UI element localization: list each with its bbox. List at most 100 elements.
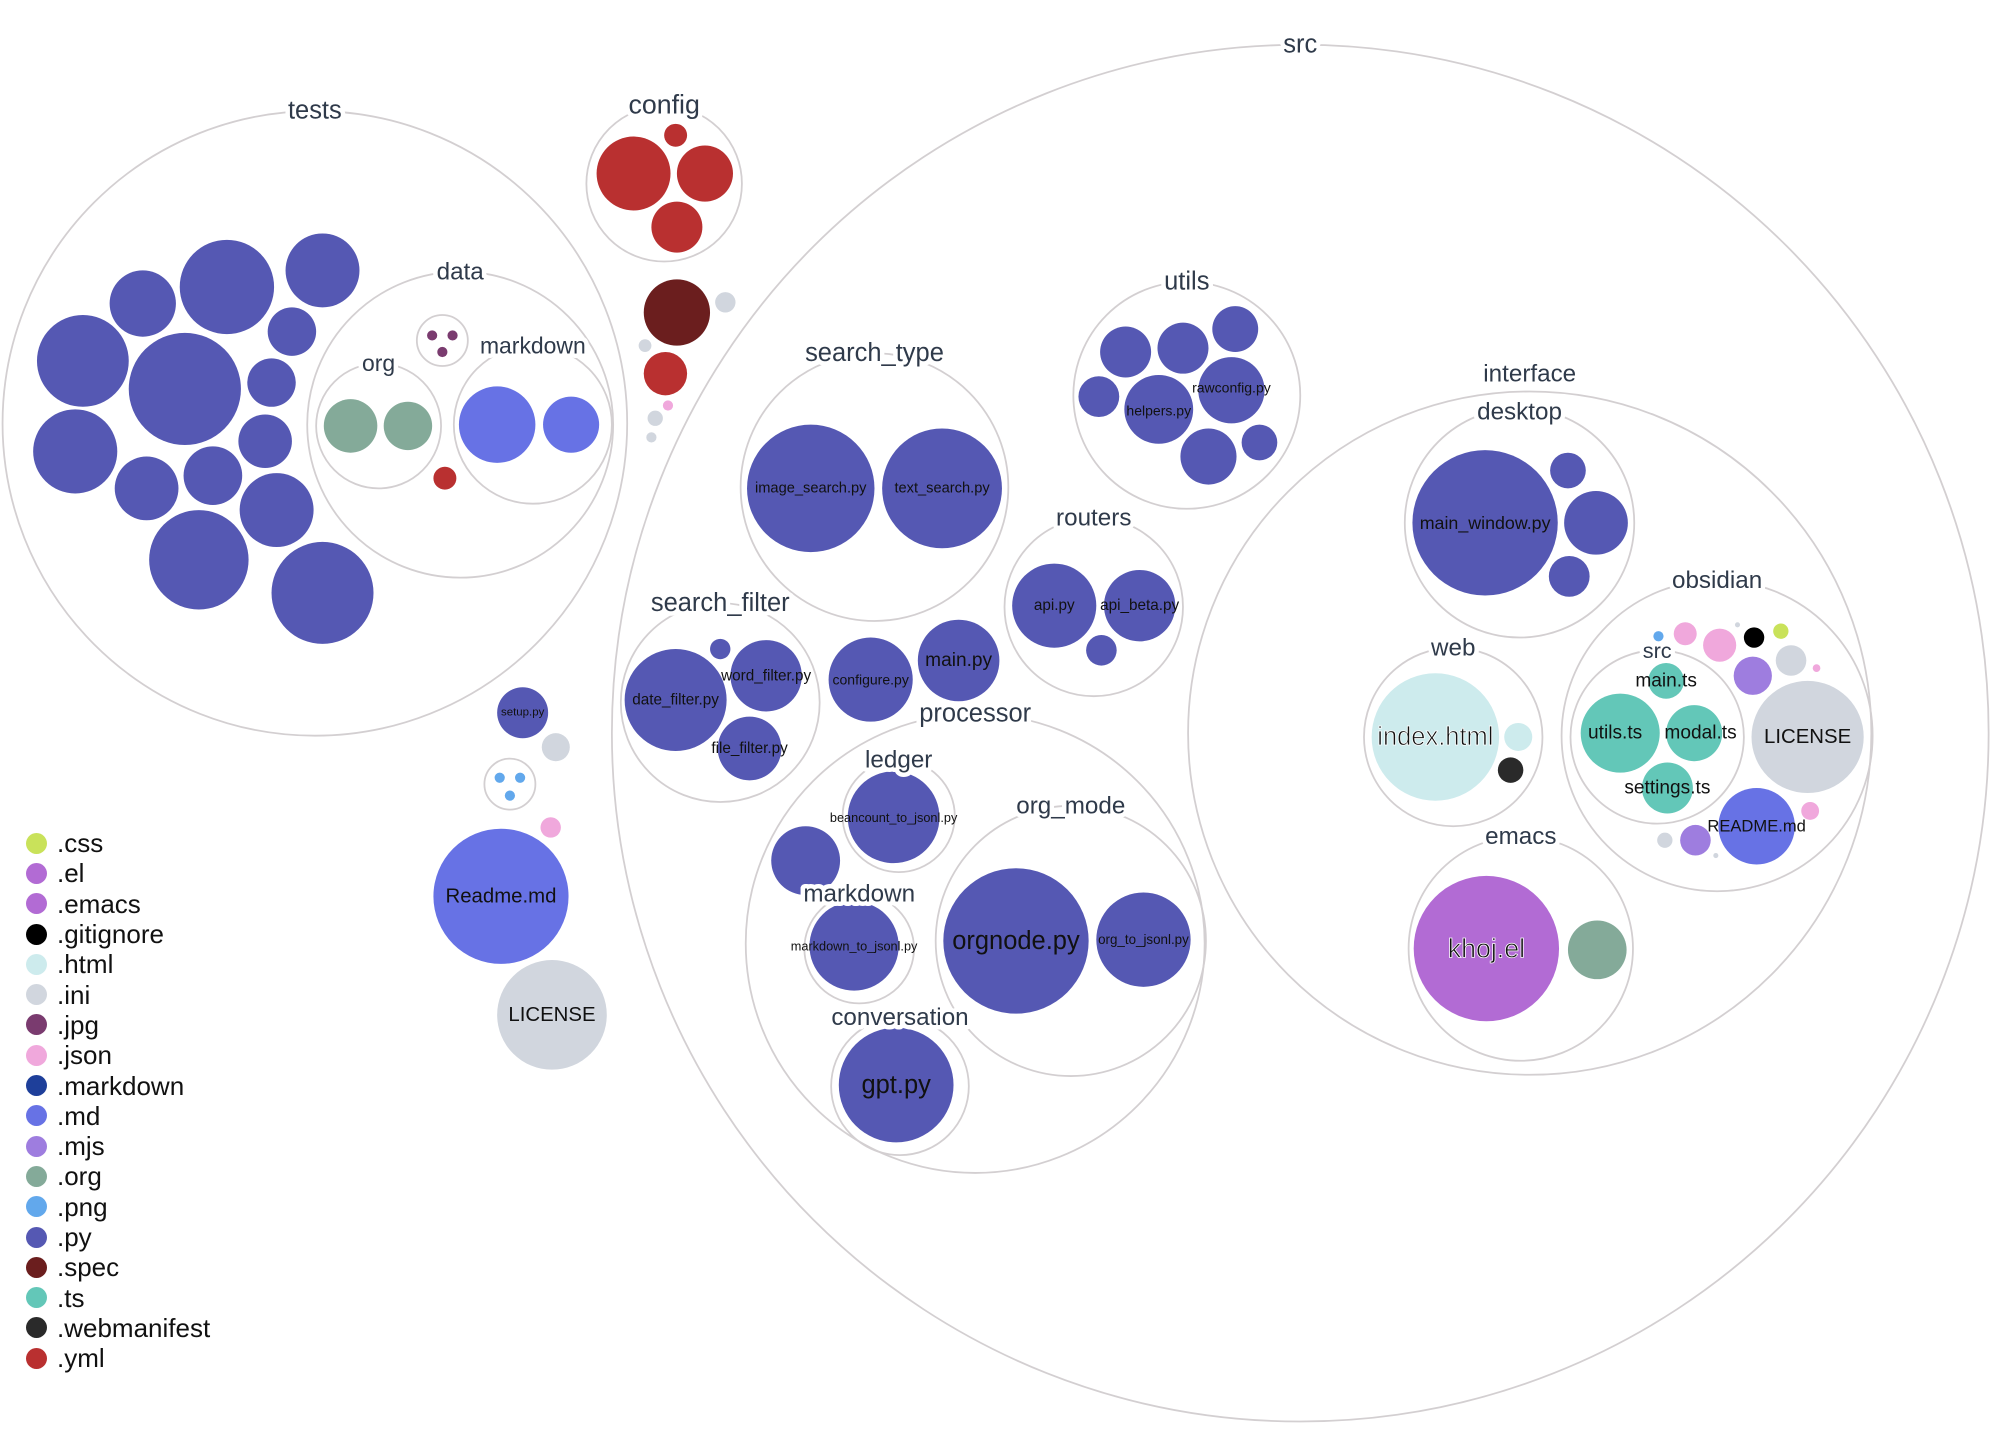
file-circle	[433, 466, 457, 490]
folder-circle-ledger	[841, 759, 956, 873]
legend-label: .markdown	[57, 1070, 185, 1101]
file-circle-orgnode.py	[943, 868, 1089, 1014]
folder-label: desktop	[1477, 399, 1562, 426]
legend-label: .py	[57, 1222, 92, 1252]
file-circle	[1734, 622, 1741, 628]
file-circle	[128, 332, 241, 446]
legend-label: .ini	[57, 979, 91, 1010]
file-circle	[1673, 622, 1697, 646]
file-label: api_beta.py	[1100, 597, 1179, 614]
file-circle	[1653, 631, 1664, 642]
legend-item: .yml	[26, 1343, 210, 1373]
legend-label: .css	[57, 828, 104, 859]
folder-label: org	[362, 350, 395, 376]
folder-label: search_type	[805, 339, 944, 367]
file-circle-image_search.py	[747, 424, 875, 553]
file-circle	[647, 410, 663, 426]
legend-label: .yml	[57, 1343, 105, 1374]
file-circle-setup.py	[497, 687, 549, 739]
file-circle-main_window.py	[1412, 450, 1558, 596]
legend-swatch	[26, 893, 47, 915]
file-circle-modal.ts	[1666, 705, 1723, 762]
file-circle-org_to_jsonl.py	[1096, 892, 1191, 987]
file-circle	[494, 772, 505, 783]
folder-circle-routers	[1003, 516, 1184, 698]
legend-item: .py	[26, 1222, 210, 1252]
folder-label: src	[1283, 30, 1317, 58]
file-circle	[1212, 306, 1259, 352]
file-circle-utils.ts	[1580, 693, 1660, 773]
file-circle	[1812, 664, 1821, 672]
file-circle	[1801, 801, 1820, 820]
legend-item: .jpg	[26, 1010, 210, 1040]
legend-swatch	[26, 1165, 47, 1187]
legend-item: .org	[26, 1161, 210, 1191]
file-circle	[271, 541, 374, 644]
file-circle	[1713, 852, 1719, 859]
file-circle	[1241, 424, 1278, 461]
legend-swatch	[26, 1226, 47, 1248]
file-circle	[149, 510, 249, 610]
file-circle	[1733, 656, 1772, 695]
folder-circle-unnamed	[415, 314, 469, 367]
file-label: markdown_to_jsonl.py	[791, 939, 918, 954]
legend-swatch	[26, 1044, 47, 1066]
file-label: api.py	[1034, 597, 1075, 614]
legend-item: .md	[26, 1101, 210, 1131]
folder-circle-search_filter	[619, 602, 821, 803]
legend-swatch	[26, 1105, 47, 1127]
file-circle-rawconfig.py	[1198, 357, 1265, 424]
file-circle	[179, 239, 275, 335]
file-circle-main.py	[917, 619, 1000, 702]
folder-circle-web	[1363, 646, 1544, 828]
legend-label: .png	[57, 1191, 108, 1222]
file-circle-text_search.py	[882, 428, 1002, 549]
file-circle	[1775, 645, 1807, 676]
file-circle	[1564, 490, 1628, 555]
legend-item: .ts	[26, 1282, 210, 1312]
folder-label: processor	[919, 700, 1031, 728]
legend-label: .org	[57, 1161, 102, 1192]
file-circle	[504, 790, 516, 801]
folder-circle-markdown	[803, 892, 915, 1005]
legend-swatch	[26, 923, 47, 945]
legend-item: .html	[26, 949, 210, 979]
folder-label: org_mode	[1016, 792, 1125, 819]
folder-label: interface	[1483, 360, 1576, 387]
file-circle	[1773, 623, 1789, 639]
legend-label: .webmanifest	[57, 1312, 211, 1343]
file-label: LICENSE	[1764, 726, 1851, 748]
file-label: orgnode.py	[952, 927, 1080, 955]
file-label: helpers.py	[1126, 403, 1191, 419]
folder-label: ledger	[865, 747, 932, 774]
file-circle-markdown_to_jsonl.py	[809, 901, 899, 991]
file-circle-khoj.el	[1413, 875, 1560, 1022]
file-circle	[1703, 628, 1737, 662]
file-circle-word_filter.py	[730, 640, 802, 712]
file-circle	[638, 339, 652, 352]
folder-circle-src	[1569, 649, 1745, 825]
file-circle	[1180, 428, 1237, 485]
folder-circle-processor	[744, 713, 1206, 1174]
file-label: file_filter.py	[711, 740, 788, 757]
file-circle	[267, 307, 317, 356]
file-circle-api_beta.py	[1103, 569, 1176, 642]
legend-item: .css	[26, 828, 210, 858]
file-circle-gpt.py	[838, 1027, 954, 1143]
legend-label: .html	[57, 949, 114, 980]
file-circle-file_filter.py	[717, 716, 782, 781]
file-circle	[285, 233, 360, 308]
folder-label: emacs	[1485, 823, 1556, 850]
legend-swatch	[26, 1196, 47, 1218]
folder-label: conversation	[831, 1004, 968, 1031]
file-label: khoj.el	[1448, 934, 1525, 964]
folder-circle-emacs	[1407, 835, 1634, 1062]
file-label: settings.ts	[1624, 777, 1710, 798]
legend-swatch	[26, 1287, 47, 1309]
file-circle	[664, 123, 688, 147]
folder-label: web	[1430, 634, 1475, 661]
legend-swatch	[26, 832, 47, 854]
file-circle	[715, 292, 736, 313]
file-circle-configure.py	[828, 637, 913, 722]
legend-label: .json	[57, 1040, 112, 1071]
